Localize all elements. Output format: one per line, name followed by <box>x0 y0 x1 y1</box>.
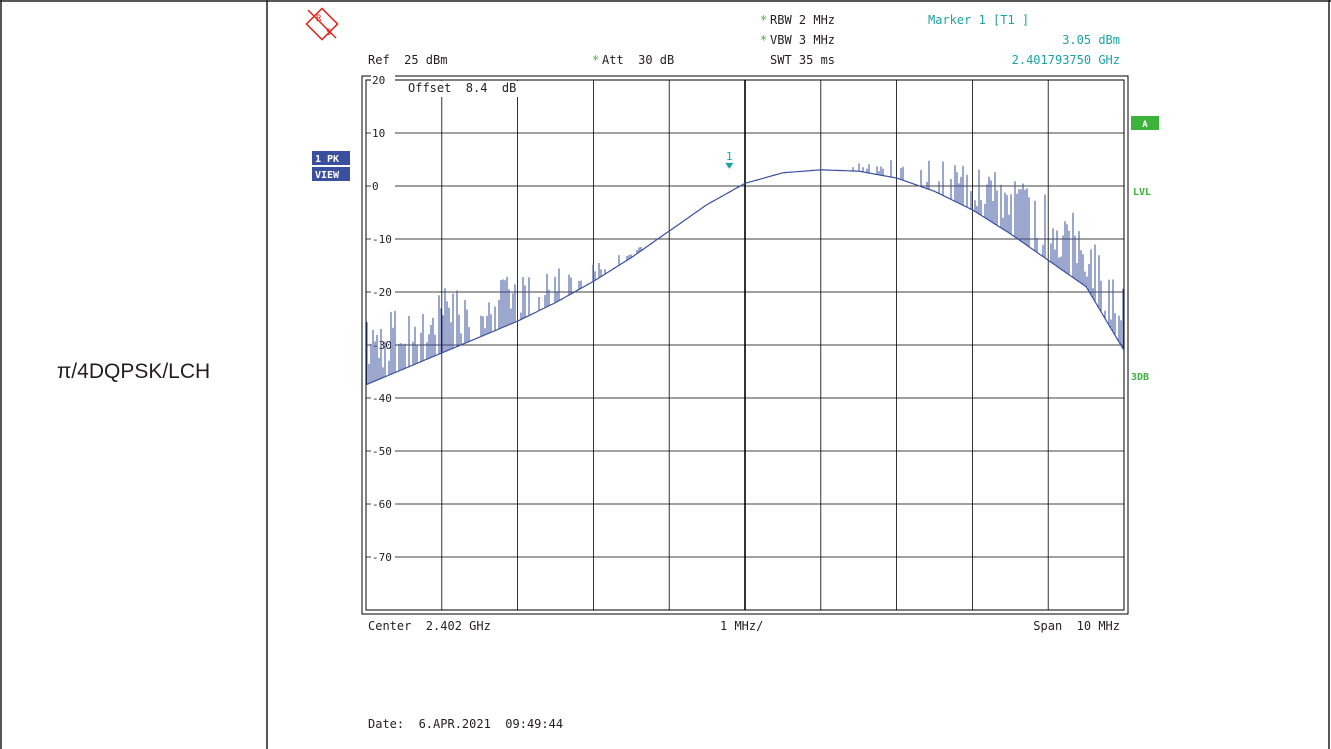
date-text: Date: 6.APR.2021 09:49:44 <box>368 717 563 731</box>
side-lvl-text: LVL <box>1133 187 1151 198</box>
y-tick-bg <box>371 551 395 563</box>
rbw-star: * <box>760 13 767 27</box>
svg-text:R: R <box>316 14 322 24</box>
marker-1: 1 <box>725 150 734 169</box>
y-tick-label: 0 <box>372 180 379 193</box>
ref-text: Ref 25 dBm <box>368 53 447 67</box>
y-tick-label: -40 <box>372 392 392 405</box>
side-badge-a-text: A <box>1142 120 1148 130</box>
trace-badge-pk <box>312 151 350 165</box>
y-tick-bg <box>371 127 395 139</box>
y-tick-bg <box>371 498 395 510</box>
side-badge-a <box>1131 116 1159 130</box>
trace-badge-view-text: VIEW <box>315 170 340 181</box>
modulation-mode-label: π/4DQPSK/LCH <box>56 360 211 383</box>
y-tick-bg <box>371 392 395 404</box>
y-tick-label: -60 <box>372 498 392 511</box>
att-text: Att 30 dB <box>602 53 674 67</box>
y-tick-label: -20 <box>372 286 392 299</box>
trace-badge-pk-text: 1 PK <box>315 154 339 165</box>
y-tick-bg <box>371 233 395 245</box>
plot-frame-outer <box>361 75 1129 615</box>
offset-bg <box>400 81 550 97</box>
y-tick-label: -10 <box>372 233 392 246</box>
marker-1-label: 1 <box>726 150 733 163</box>
vbw-star: * <box>760 33 767 47</box>
att-star: * <box>592 53 599 67</box>
marker-frequency: 2.401793750 GHz <box>1012 53 1120 67</box>
span-text: Span 10 MHz <box>1033 619 1120 633</box>
trace-badge-view <box>312 167 350 181</box>
y-tick-bg <box>371 286 395 298</box>
rbw-text: RBW 2 MHz <box>770 13 835 27</box>
rs-logo: R S <box>305 7 339 41</box>
swt-text: SWT 35 ms <box>770 53 835 67</box>
y-tick-bg <box>371 74 395 86</box>
division-scale: 1 MHz/ <box>720 619 763 633</box>
y-tick-label: -50 <box>372 445 392 458</box>
y-tick-bg <box>371 445 395 457</box>
svg-text:S: S <box>326 28 331 38</box>
trace-noise-spikes <box>366 160 1124 385</box>
side-3db-text: 3DB <box>1131 372 1149 383</box>
grid-lines <box>366 79 1124 610</box>
marker-level: 3.05 dBm <box>1062 33 1120 47</box>
vbw-text: VBW 3 MHz <box>770 33 835 47</box>
marker-1-triangle <box>725 162 734 169</box>
y-tick-label: 20 <box>372 74 385 87</box>
trace-envelope <box>365 169 1125 386</box>
offset-text: Offset 8.4 dB <box>408 81 516 95</box>
marker-title: Marker 1 [T1 ] <box>928 13 1029 27</box>
y-tick-bg <box>371 180 395 192</box>
y-tick-label: -70 <box>372 551 392 564</box>
y-tick-label: 10 <box>372 127 385 140</box>
center-frequency: Center 2.402 GHz <box>368 619 491 633</box>
